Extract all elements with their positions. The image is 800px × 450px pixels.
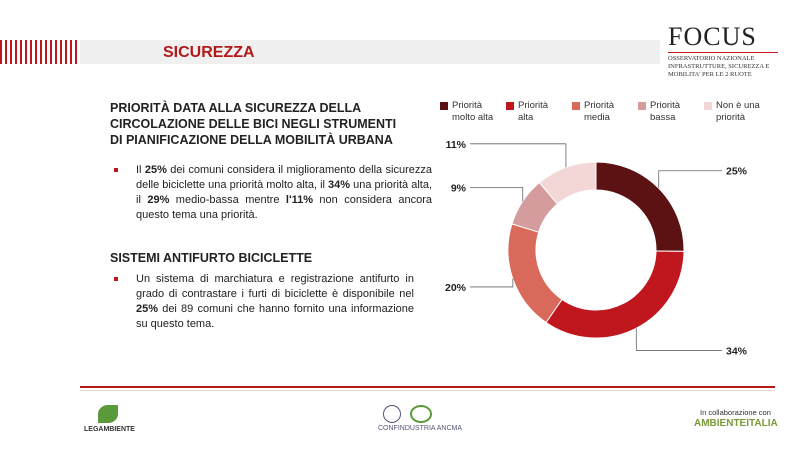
leader-line [470, 143, 567, 168]
legend-label: Priorità molto alta [452, 100, 494, 123]
donut-slice [545, 250, 685, 339]
text: non considera ancora questo tema una pri… [136, 194, 432, 221]
paragraph: Un sistema di marchiatura e registrazion… [110, 272, 414, 332]
legambiente-icon [98, 405, 118, 423]
footer-logo: LEGAMBIENTE [84, 426, 135, 433]
confindustria-icon [383, 405, 401, 423]
bold-text: 34% [328, 179, 351, 191]
legend-item: Priorità media [572, 100, 630, 124]
text: medio-bassa mentre [169, 194, 286, 206]
bold-text: 29% [147, 194, 170, 206]
footer-rule [80, 386, 775, 388]
leader-line [658, 170, 722, 189]
paragraph: Il 25% dei comuni considera il miglioram… [110, 163, 432, 223]
legend-swatch [440, 102, 448, 110]
ancma-icon [410, 405, 432, 423]
legend-swatch [572, 102, 580, 110]
donut-slice [595, 161, 685, 252]
data-label: 20% [445, 282, 467, 294]
leader-line [470, 187, 524, 202]
legend-item: Priorità alta [506, 100, 564, 124]
legend-item: Priorità molto alta [440, 100, 498, 124]
logo: FOCUS OSSERVATORIO NAZIONALE INFRASTRUTT… [668, 22, 778, 79]
legend-swatch [506, 102, 514, 110]
legend-label: Priorità media [584, 100, 615, 123]
leader-line [470, 278, 514, 288]
data-label: 34% [726, 345, 748, 357]
text: dei comuni considera il miglioramento de… [136, 164, 432, 191]
logo-subtitle: OSSERVATORIO NAZIONALE INFRASTRUTTURE, S… [668, 52, 778, 79]
text: Il [136, 164, 145, 176]
text: Un sistema di marchiatura e registrazion… [136, 273, 414, 300]
data-label: 9% [451, 182, 467, 194]
legend: Priorità molto alta Priorità alta Priorità… [440, 100, 770, 124]
heading: SISTEMI ANTIFURTO BICICLETTE [110, 251, 313, 265]
legend-item: Non è una priorità [704, 100, 762, 124]
logo-title: FOCUS [668, 22, 757, 51]
legend-label: Priorità alta [518, 100, 549, 123]
donut-slice [507, 223, 563, 324]
text: una priorità alta, il [136, 179, 433, 206]
text: dei 89 comuni che hanno fornito una info… [136, 303, 414, 330]
legend-label: Non è una priorità [716, 100, 760, 123]
legend-swatch [638, 102, 646, 110]
donut-chart: 25% 34% 20% 9% 11% [445, 139, 748, 358]
footer-caption: In collaborazione con [700, 408, 771, 417]
header-stripes [0, 40, 78, 64]
legend-label: Priorità bassa [650, 100, 681, 123]
legend-item: Priorità bassa [638, 100, 696, 124]
data-label: 25% [726, 166, 748, 178]
data-label: 11% [446, 139, 467, 151]
donut-slice [538, 161, 597, 205]
footer-logo: AMBIENTEITALIA [694, 418, 778, 429]
header-band [80, 40, 660, 64]
heading: PRIORITÀ DATA ALLA SICUREZZA DELLA CIRCO… [110, 101, 397, 147]
legend-swatch [704, 102, 712, 110]
footer-logo: CONFINDUSTRIA ANCMA [378, 425, 463, 432]
footer-rule [80, 390, 775, 391]
bold-text: 25% [136, 303, 159, 315]
bold-text: 25% [144, 164, 167, 176]
section-title: SICUREZZA [163, 44, 255, 61]
leader-line [635, 328, 722, 351]
bold-text: l'11% [285, 194, 313, 206]
